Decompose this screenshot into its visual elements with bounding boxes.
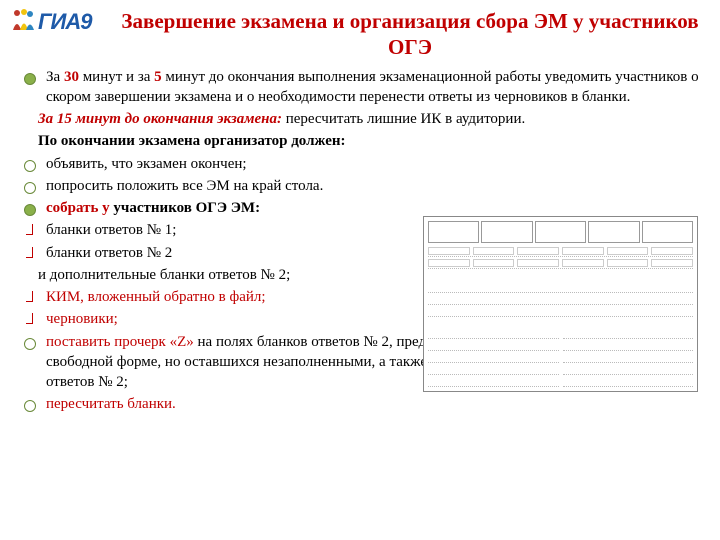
bullet-item: пересчитать бланки. (32, 394, 700, 414)
plain-item: и дополнительные бланки ответов № 2; (32, 265, 437, 285)
logo-text: ГИА9 (38, 9, 91, 34)
sub-item: КИМ, вложенный обратно в файл; (32, 287, 437, 307)
page-title: Завершение экзамена и организация сбора … (0, 0, 720, 65)
form-preview (423, 216, 698, 392)
emphasis: собрать у (46, 200, 110, 216)
bullet-item: собрать у участников ОГЭ ЭМ: (32, 198, 437, 218)
emphasis: поставить прочерк «Z» (46, 334, 198, 350)
sub-item: бланки ответов № 2 (32, 243, 437, 263)
bullet-item: попросить положить все ЭМ на край стола. (32, 176, 437, 196)
sub-item: черновики; (32, 309, 437, 329)
bullet-item: За 30 минут и за 5 минут до окончания вы… (32, 67, 700, 108)
text: минут и за (79, 69, 154, 85)
emphasis: 5 (154, 69, 162, 85)
text: участников ОГЭ ЭМ: (110, 200, 260, 216)
plain-item: За 15 минут до окончания экзамена: перес… (32, 109, 700, 129)
logo: ГИА9 (10, 8, 91, 38)
plain-item: По окончании экзамена организатор должен… (32, 131, 700, 151)
text: пересчитать лишние ИК в аудитории. (282, 111, 525, 127)
people-icon (10, 8, 36, 38)
sub-item: бланки ответов № 1; (32, 220, 437, 240)
bullet-item: объявить, что экзамен окончен; (32, 154, 437, 174)
emphasis: За 15 минут до окончания экзамена: (38, 111, 282, 127)
text: За (46, 69, 64, 85)
emphasis: 30 (64, 69, 79, 85)
